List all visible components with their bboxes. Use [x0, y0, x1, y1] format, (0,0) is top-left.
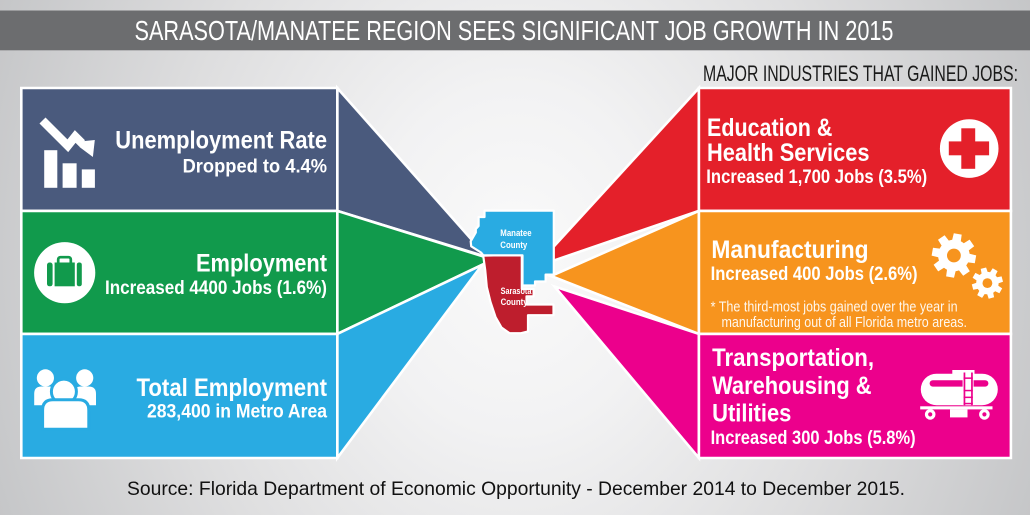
svg-text:Total Employment: Total Employment	[137, 374, 328, 402]
svg-text:Education &: Education &	[707, 114, 832, 142]
svg-text:Dropped to 4.4%: Dropped to 4.4%	[183, 157, 327, 178]
svg-text:Manufacturing: Manufacturing	[711, 236, 868, 264]
svg-text:County: County	[500, 240, 527, 250]
svg-text:MAJOR INDUSTRIES THAT GAINED J: MAJOR INDUSTRIES THAT GAINED JOBS:	[703, 61, 1018, 86]
svg-text:Transportation,: Transportation,	[712, 344, 874, 372]
svg-text:Unemployment Rate: Unemployment Rate	[115, 126, 327, 154]
svg-text:283,400 in Metro Area: 283,400 in Metro Area	[147, 402, 327, 423]
svg-text:Manatee: Manatee	[500, 228, 531, 238]
svg-text:Utilities: Utilities	[712, 399, 791, 427]
svg-text:Increased 400 Jobs (2.6%): Increased 400 Jobs (2.6%)	[711, 264, 918, 285]
svg-text:County: County	[501, 297, 528, 307]
svg-text:manufacturing out of all Flori: manufacturing out of all Florida metro a…	[722, 314, 968, 331]
svg-text:Health Services: Health Services	[707, 139, 870, 167]
svg-text:Increased 1,700 Jobs (3.5%): Increased 1,700 Jobs (3.5%)	[706, 167, 927, 188]
svg-text:Increased 300 Jobs (5.8%): Increased 300 Jobs (5.8%)	[711, 428, 916, 449]
svg-text:Increased 4400 Jobs (1.6%): Increased 4400 Jobs (1.6%)	[105, 278, 327, 299]
svg-text:Sarasota: Sarasota	[501, 286, 532, 296]
svg-text:SARASOTA/MANATEE REGION SEES S: SARASOTA/MANATEE REGION SEES SIGNIFICANT…	[135, 15, 894, 46]
svg-text:* The third-most jobs gained o: * The third-most jobs gained over the ye…	[711, 298, 958, 315]
svg-text:Warehousing &: Warehousing &	[712, 372, 872, 400]
svg-text:Source: Florida Department of: Source: Florida Department of Economic O…	[127, 478, 905, 500]
svg-text:Employment: Employment	[196, 250, 328, 278]
